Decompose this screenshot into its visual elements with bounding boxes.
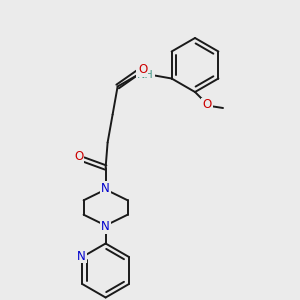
Text: N: N (101, 220, 110, 233)
Text: NH: NH (137, 70, 154, 80)
Text: N: N (101, 182, 110, 195)
Text: N: N (77, 250, 85, 262)
Text: O: O (202, 98, 211, 112)
Text: O: O (138, 63, 147, 76)
Text: O: O (74, 150, 83, 163)
